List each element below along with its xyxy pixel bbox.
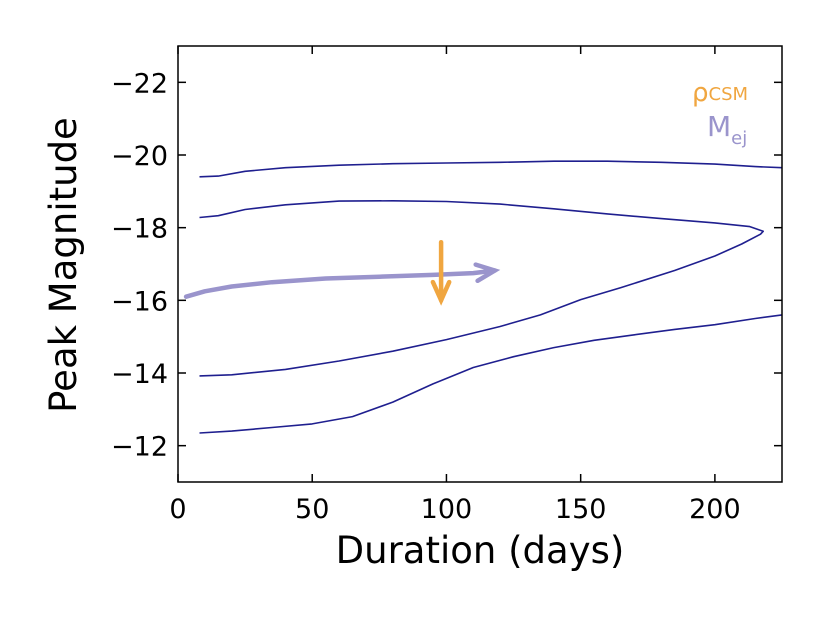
x-axis-title: Duration (days) — [336, 529, 625, 572]
y-axis-title: Peak Magnitude — [42, 117, 85, 413]
y-tick-label: −18 — [111, 214, 168, 245]
inner-contour — [199, 200, 765, 377]
mej-arrow-head — [473, 262, 501, 284]
legend-rhocsm-subscript: CSM — [709, 84, 749, 105]
rhocsm-arrow-head — [430, 279, 452, 306]
x-tick-label: 100 — [421, 494, 473, 525]
mej-arrow-shaft — [183, 268, 498, 299]
x-tick-label: 50 — [295, 494, 329, 525]
legend-mej-subscript: ej — [731, 128, 747, 149]
x-tick-label: 200 — [689, 494, 741, 525]
legend-entry-mej: Mej — [707, 110, 747, 149]
y-tick-label: −14 — [111, 359, 168, 390]
y-tick-label: −20 — [111, 141, 168, 172]
x-axis: 0 50 100 150 200 — [169, 46, 741, 525]
legend-rhocsm-symbol: ρ — [692, 78, 709, 108]
outer-contour — [199, 160, 783, 178]
x-tick-label: 0 — [169, 494, 186, 525]
legend-mej-symbol: M — [707, 110, 731, 143]
lower-contour — [199, 314, 783, 434]
legend-entry-rhocsm: ρCSM — [692, 78, 748, 108]
y-tick-label: −22 — [111, 68, 168, 99]
y-axis: −12 −14 −16 −18 −20 −22 — [111, 68, 782, 463]
arrow-layer — [183, 239, 501, 306]
x-tick-label: 150 — [555, 494, 607, 525]
y-tick-label: −16 — [111, 286, 168, 317]
plot-frame — [177, 45, 783, 483]
legend: ρCSM Mej — [692, 78, 748, 149]
contour-layer — [199, 160, 783, 434]
y-tick-label: −12 — [111, 432, 168, 463]
